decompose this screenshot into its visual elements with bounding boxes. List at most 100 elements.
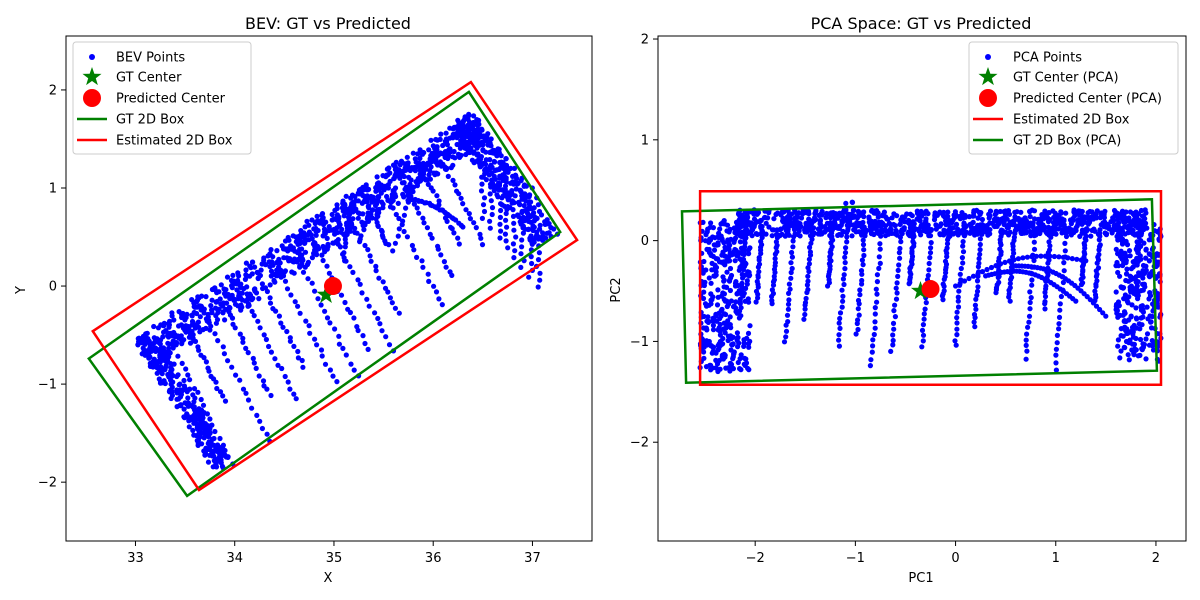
bev-point [505,197,511,203]
bev-point [240,386,247,392]
bev-point [502,231,508,237]
bev-point [247,273,253,279]
pca-point [840,276,847,282]
bev-point [403,184,409,190]
bev-point [426,172,432,178]
pca-point [923,300,929,306]
bev-point [430,188,436,194]
pca-point [838,213,844,219]
pca-point [872,311,878,317]
pca-point [705,314,711,320]
bev-point [160,334,166,340]
pca-point [727,368,733,374]
pca-point [1121,309,1128,315]
bev-point [404,234,410,240]
bev-legend-label-3: GT 2D Box [116,113,185,128]
bev-point [150,364,156,370]
pca-point [720,220,726,226]
bev-point [232,325,238,331]
pca-point [806,261,813,267]
pca-point [1139,271,1145,277]
pca-point [921,316,927,322]
bev-point [304,261,311,268]
bev-point [252,264,258,270]
bev-ytick-label: 2 [49,83,57,98]
pca-point [702,279,708,285]
pca-point [975,264,982,270]
pca-point [874,291,880,297]
pca-point [734,330,741,336]
pca-point [872,325,878,331]
bev-point [420,264,426,270]
bev-point [168,330,174,336]
pca-point [877,246,883,252]
pca-point [1069,256,1075,262]
bev-xtick-label: 34 [226,551,243,566]
bev-point [290,233,296,239]
bev-point [304,218,310,224]
pca-point [724,269,730,275]
bev-point [237,331,243,337]
bev-point [245,397,252,403]
pca-point [762,214,768,220]
pca-point [868,228,874,234]
bev-point [264,288,270,295]
pca-point [772,269,778,276]
pca-point [855,222,861,229]
pca-point [1063,210,1069,216]
bev-point [511,179,518,185]
pca-point [758,250,764,257]
bev-point [537,222,543,228]
bev-point [146,338,152,344]
bev-point [168,395,174,402]
bev-points-layer [135,111,561,471]
pca-point [757,219,763,225]
pca-point [1139,346,1145,352]
bev-point [292,299,298,305]
pca-point [741,337,747,343]
pca-point [877,260,883,266]
bev-point [498,201,504,207]
bev-point [192,304,198,310]
pca-xtick-label: −1 [846,551,865,566]
bev-point [489,150,495,156]
bev-point [203,448,209,454]
pca-point [722,253,728,259]
bev-point [272,279,278,285]
bev-point [520,230,527,236]
pca-point [1143,255,1149,261]
pca-point [802,311,808,318]
pca-point [789,249,795,256]
pca-point [786,290,792,296]
bev-point [332,326,338,332]
bev-point [237,377,243,383]
bev-point [288,243,294,249]
bev-point [204,411,210,417]
pca-point [1155,304,1161,310]
pca-point [732,258,738,264]
pca-point [904,211,910,217]
bev-point [408,195,414,201]
pca-point [731,303,737,309]
bev-point [219,463,225,469]
bev-point [344,229,350,235]
pca-point [714,361,721,367]
bev-point [249,297,255,303]
pca-point [727,265,734,272]
pca-point [894,290,900,296]
pca-point [1124,266,1130,272]
pca-point [957,271,963,277]
bev-point [319,211,326,217]
bev-point [448,165,454,171]
pca-point [1093,211,1099,217]
bev-point [455,117,461,123]
pca-point [786,213,792,219]
pca-point [950,225,956,231]
pca-point [807,244,813,250]
pca-point [1011,218,1018,224]
bev-point [322,361,329,367]
bev-point [225,454,231,460]
pca-point [708,220,714,226]
bev-legend-star-marker [82,67,102,86]
pca-point [1040,227,1046,233]
